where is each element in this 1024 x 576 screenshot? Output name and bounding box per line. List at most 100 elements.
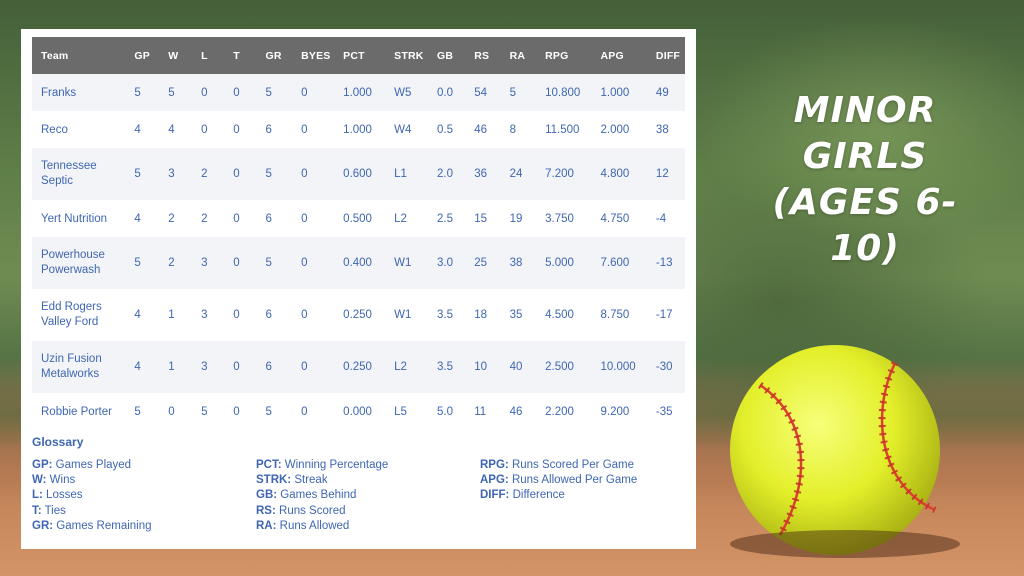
cell-gp: 4 <box>130 289 165 341</box>
team-name-line: Septic <box>41 175 73 187</box>
column-header-t: T <box>229 37 262 74</box>
glossary-definition: Runs Scored <box>275 504 346 517</box>
cell-gb: 2.5 <box>433 200 471 237</box>
cell-rpg: 3.750 <box>541 200 597 237</box>
glossary-item: APG: Runs Allowed Per Game <box>480 473 637 488</box>
cell-l: 0 <box>197 111 230 148</box>
cell-gr: 6 <box>261 111 298 148</box>
glossary-abbr: T: <box>32 504 42 517</box>
cell-gp: 5 <box>130 393 165 430</box>
glossary-abbr: STRK: <box>256 474 292 487</box>
cell-apg: 4.750 <box>596 200 652 237</box>
cell-pct: 0.000 <box>339 393 391 430</box>
team-name-cell: Edd Rogers Valley Ford <box>32 289 131 341</box>
cell-rs: 15 <box>470 200 506 237</box>
cell-pct: 0.250 <box>339 341 391 393</box>
glossary-definition: Streak <box>291 474 328 487</box>
glossary-item: T: Ties <box>32 504 152 519</box>
cell-byes: 0 <box>297 289 340 341</box>
softball-image <box>720 345 960 560</box>
cell-gr: 5 <box>261 148 298 200</box>
cell-rs: 46 <box>470 111 506 148</box>
cell-pct: 1.000 <box>339 111 391 148</box>
team-name-cell: Powerhouse Powerwash <box>32 237 131 289</box>
division-title: MINOR GIRLS (AGES 6-10) <box>745 88 985 272</box>
cell-rpg: 2.200 <box>541 393 597 430</box>
glossary-abbr: GB: <box>256 489 278 502</box>
glossary-item: L: Losses <box>32 488 152 503</box>
cell-gb: 0.5 <box>433 111 471 148</box>
glossary-definition: Runs Scored Per Game <box>508 459 635 471</box>
cell-t: 0 <box>229 237 262 289</box>
cell-rpg: 4.500 <box>541 289 597 341</box>
cell-t: 0 <box>229 111 262 148</box>
cell-diff: 12 <box>651 148 685 200</box>
cell-rpg: 11.500 <box>541 111 597 148</box>
glossary-column: RPG: Runs Scored Per Game APG: Runs Allow… <box>480 458 637 504</box>
cell-rpg: 7.200 <box>541 148 597 200</box>
cell-gr: 5 <box>261 74 298 111</box>
team-name-cell: Uzin Fusion Metalworks <box>32 341 131 393</box>
glossary-item: PCT: Winning Percentage <box>256 458 388 473</box>
cell-t: 0 <box>229 289 262 341</box>
glossary-definition: Runs Allowed <box>276 519 350 532</box>
cell-l: 2 <box>197 200 230 237</box>
team-name-cell: Robbie Porter <box>32 393 131 430</box>
cell-w: 2 <box>164 237 198 289</box>
column-header-ra: RA <box>505 37 542 74</box>
team-name-cell: Reco <box>32 111 131 148</box>
cell-rpg: 10.800 <box>541 74 597 111</box>
cell-byes: 0 <box>297 74 340 111</box>
glossary-abbr: APG: <box>480 474 509 487</box>
cell-ra: 46 <box>505 393 542 430</box>
cell-gp: 5 <box>130 148 165 200</box>
cell-byes: 0 <box>297 200 340 237</box>
cell-pct: 0.400 <box>339 237 391 289</box>
cell-ra: 40 <box>505 341 542 393</box>
column-header-pct: PCT <box>339 37 391 74</box>
glossary-item: DIFF: Difference <box>480 488 637 503</box>
standings-panel: Team GP W L T GR BYES PCT STRK GB RS RA RPG APG DIFF F… <box>21 29 696 549</box>
glossary-definition: Winning Percentage <box>281 459 389 471</box>
table-row: Tennessee Septic 5 3 2 0 5 0 0.600 L1 2.0 36 24 7.200… <box>32 148 685 200</box>
cell-t: 0 <box>229 148 262 200</box>
column-header-strk: STRK <box>390 37 434 74</box>
cell-l: 3 <box>197 341 230 393</box>
column-header-team: Team <box>32 37 131 74</box>
cell-diff: -17 <box>651 289 685 341</box>
cell-diff: 38 <box>651 111 685 148</box>
cell-strk: W1 <box>390 237 434 289</box>
cell-apg: 8.750 <box>596 289 652 341</box>
cell-gb: 3.5 <box>433 341 471 393</box>
cell-ra: 8 <box>505 111 542 148</box>
cell-rs: 36 <box>470 148 506 200</box>
cell-l: 5 <box>197 393 230 430</box>
cell-strk: L5 <box>390 393 434 430</box>
table-row: Yert Nutrition 4 2 2 0 6 0 0.500 L2 2.5 15 19 3.750 4… <box>32 200 685 237</box>
cell-diff: -35 <box>651 393 685 430</box>
cell-byes: 0 <box>297 237 340 289</box>
title-line-2: (AGES 6-10) <box>772 182 958 269</box>
cell-pct: 0.600 <box>339 148 391 200</box>
glossary-definition: Wins <box>46 474 76 487</box>
glossary-item: RPG: Runs Scored Per Game <box>480 458 637 473</box>
cell-diff: -13 <box>651 237 685 289</box>
cell-rs: 54 <box>470 74 506 111</box>
standings-table: Team GP W L T GR BYES PCT STRK GB RS RA RPG APG DIFF F… <box>32 37 685 430</box>
cell-apg: 10.000 <box>596 341 652 393</box>
glossary-item: GR: Games Remaining <box>32 519 152 534</box>
table-row: Edd Rogers Valley Ford 4 1 3 0 6 0 0.250 W1 3.5 18 3… <box>32 289 685 341</box>
cell-t: 0 <box>229 200 262 237</box>
cell-strk: L1 <box>390 148 434 200</box>
cell-gb: 3.0 <box>433 237 471 289</box>
column-header-gb: GB <box>433 37 471 74</box>
cell-rs: 25 <box>470 237 506 289</box>
softball-icon <box>730 345 940 555</box>
cell-gp: 5 <box>130 237 165 289</box>
glossary-abbr: PCT: <box>256 459 282 471</box>
column-header-w: W <box>164 37 198 74</box>
team-name-line: Valley Ford <box>41 316 99 328</box>
glossary-abbr: GR: <box>32 519 54 532</box>
glossary-item: W: Wins <box>32 473 152 488</box>
team-name-line: Robbie Porter <box>41 405 112 418</box>
